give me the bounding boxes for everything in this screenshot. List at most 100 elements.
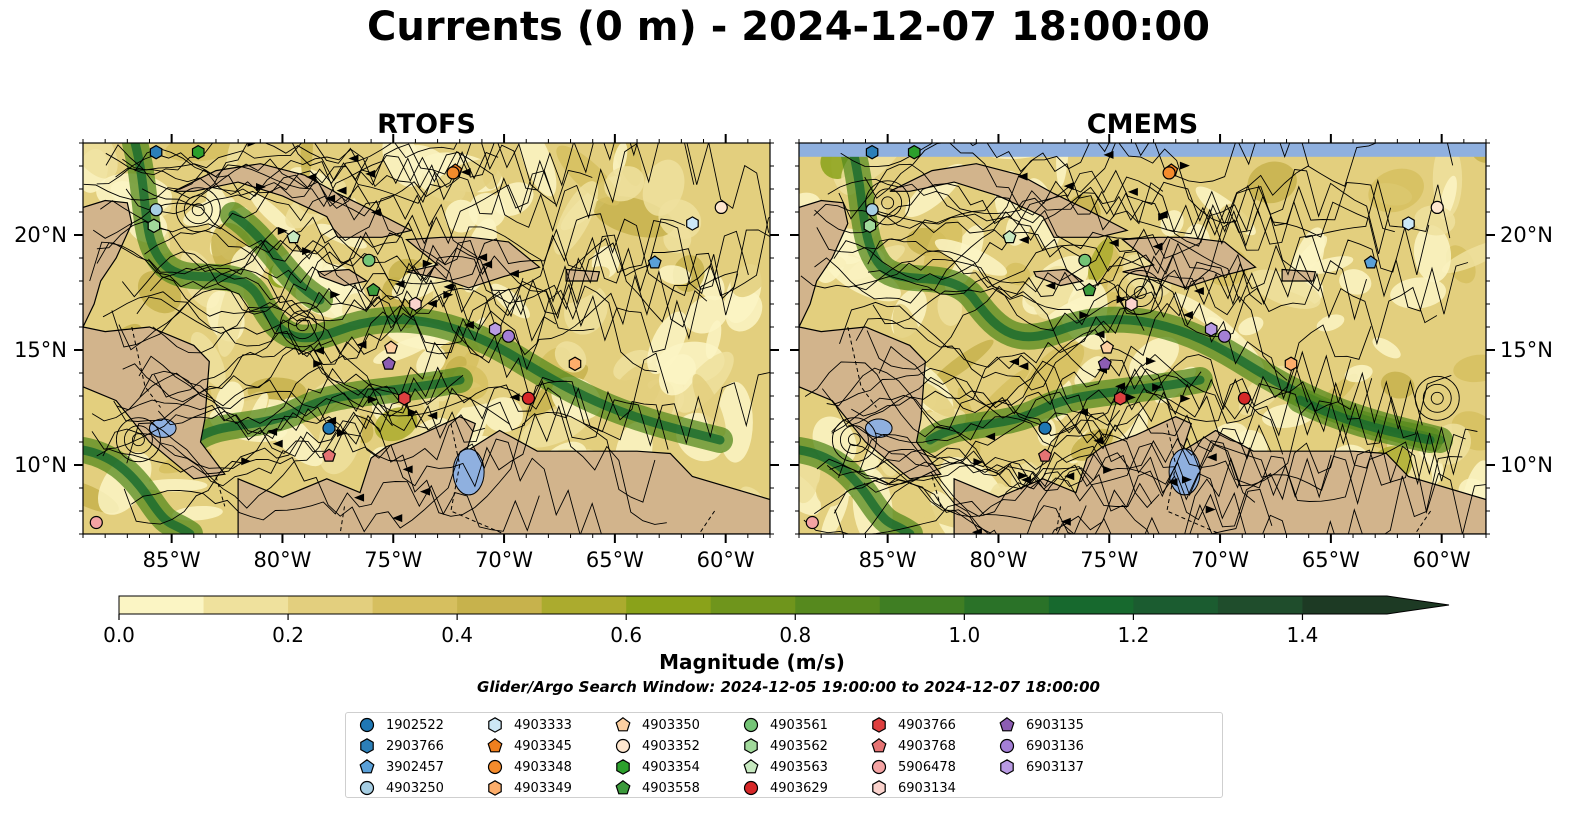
- x-tick-label: 75°W: [364, 548, 422, 572]
- legend-marker-4903768: [871, 738, 887, 753]
- streamline: [851, 374, 1452, 446]
- y-tick-label: 10°N: [14, 453, 67, 477]
- speed-patch: [930, 339, 994, 387]
- streamline: [96, 432, 361, 475]
- speed-patch: [705, 320, 722, 359]
- eddy-streamline: [123, 425, 153, 455]
- lake-nicaragua: [864, 418, 893, 438]
- legend-label: 4903348: [514, 759, 572, 775]
- legend-marker-4903558: [615, 780, 631, 795]
- colorbar-tick-label: 0.2: [272, 623, 304, 647]
- eddy-streamline: [1117, 270, 1163, 315]
- y-tick-label: 15°N: [14, 338, 67, 362]
- streamline-arrow: [336, 186, 347, 195]
- eddy-streamline: [839, 425, 869, 455]
- eddy-streamline: [115, 417, 161, 463]
- no-data-band: [799, 143, 1486, 157]
- float-marker-4903354: [191, 144, 205, 160]
- colorbar-segment: [372, 596, 458, 614]
- streamline-arrow: [426, 299, 437, 308]
- speed-patch: [1349, 153, 1381, 236]
- streamline: [853, 242, 1263, 326]
- float-marker-6903137: [1204, 322, 1218, 337]
- x-tick-label: 80°W: [253, 548, 311, 572]
- float-marker-4903250: [149, 203, 163, 217]
- colorbar-segment: [119, 596, 205, 614]
- streamline: [160, 412, 486, 469]
- land-puerto-rico: [565, 268, 601, 282]
- speed-patch: [1390, 277, 1447, 309]
- speed-patch: [481, 143, 507, 190]
- float-marker-4903562: [863, 218, 877, 234]
- streamline-arrow: [392, 514, 403, 523]
- speed-patch: [226, 143, 247, 172]
- legend-marker-icon: [743, 717, 759, 733]
- legend-marker-4903766: [872, 717, 886, 733]
- colorbar-tick-label: 0.4: [441, 623, 473, 647]
- streamline-arrow: [1103, 150, 1114, 159]
- streamline-arrow: [1045, 281, 1056, 290]
- legend-label: 4903349: [514, 780, 572, 796]
- legend-marker-4903345: [487, 738, 503, 753]
- streamline: [814, 456, 1463, 534]
- speed-patch: [1305, 256, 1354, 275]
- legend-marker-icon: [487, 759, 503, 775]
- legend-marker-icon: [872, 780, 886, 796]
- x-tick-label: 60°W: [697, 548, 755, 572]
- legend-item-4903562: 4903562: [742, 736, 828, 756]
- legend-label: 4903345: [514, 738, 572, 754]
- streamline: [833, 231, 1171, 287]
- speed-patch: [604, 166, 645, 202]
- float-marker-5906478: [805, 515, 819, 530]
- legend-marker-icon: [487, 738, 503, 753]
- legend-item-5906478: 5906478: [870, 757, 956, 777]
- legend-marker-3902457: [359, 759, 375, 774]
- eddy-streamline: [831, 417, 877, 463]
- streamline: [153, 346, 443, 408]
- float-marker-4903558: [1082, 282, 1097, 297]
- legend-item-4903629: 4903629: [742, 778, 828, 798]
- eddy-streamline: [183, 195, 213, 225]
- streamline: [840, 143, 1454, 187]
- streamline: [826, 354, 1284, 455]
- speed-patch: [217, 277, 245, 357]
- legend-label: 4903350: [642, 717, 700, 733]
- float-marker-4903350: [384, 340, 399, 354]
- legend-marker-4903348: [487, 759, 503, 775]
- land-hispaniola: [405, 236, 541, 289]
- x-tick-label: 80°W: [969, 548, 1027, 572]
- country-border: [1166, 423, 1221, 534]
- float-marker-3902457: [647, 255, 662, 269]
- streamline: [91, 400, 429, 459]
- streamline: [800, 250, 1246, 306]
- float-marker-4903352: [714, 200, 728, 214]
- streamline: [122, 325, 567, 408]
- eddy-streamline: [847, 433, 861, 447]
- streamline-arrow: [971, 528, 982, 534]
- speed-patch: [1380, 371, 1415, 399]
- streamline: [149, 255, 595, 332]
- legend-item-6903137: 6903137: [998, 757, 1084, 777]
- speed-patch: [1088, 238, 1114, 283]
- legend-item-4903561: 4903561: [742, 715, 828, 735]
- float-marker-1902522: [322, 421, 336, 435]
- legend-item-4903768: 4903768: [870, 736, 956, 756]
- search-window-note: Glider/Argo Search Window: 2024-12-05 19…: [477, 678, 1100, 696]
- legend-label: 4903563: [770, 759, 828, 775]
- streamline: [83, 157, 553, 215]
- float-marker-4903563: [1002, 229, 1017, 244]
- streamline-arrow: [348, 154, 359, 163]
- streamline: [855, 306, 1145, 368]
- land-central-america: [83, 326, 226, 480]
- float-marker-4903349: [568, 356, 582, 372]
- streamline-arrow: [313, 359, 324, 368]
- colorbar-segment: [541, 596, 627, 614]
- legend-item-4903350: 4903350: [614, 715, 700, 735]
- speed-patch: [164, 143, 246, 162]
- eddy-streamline: [131, 433, 145, 447]
- land-south-america: [953, 416, 1486, 534]
- streamline: [102, 411, 656, 503]
- legend-marker-6903135: [999, 717, 1015, 732]
- colorbar-outline: [118, 595, 1450, 615]
- speed-patch: [1129, 336, 1179, 382]
